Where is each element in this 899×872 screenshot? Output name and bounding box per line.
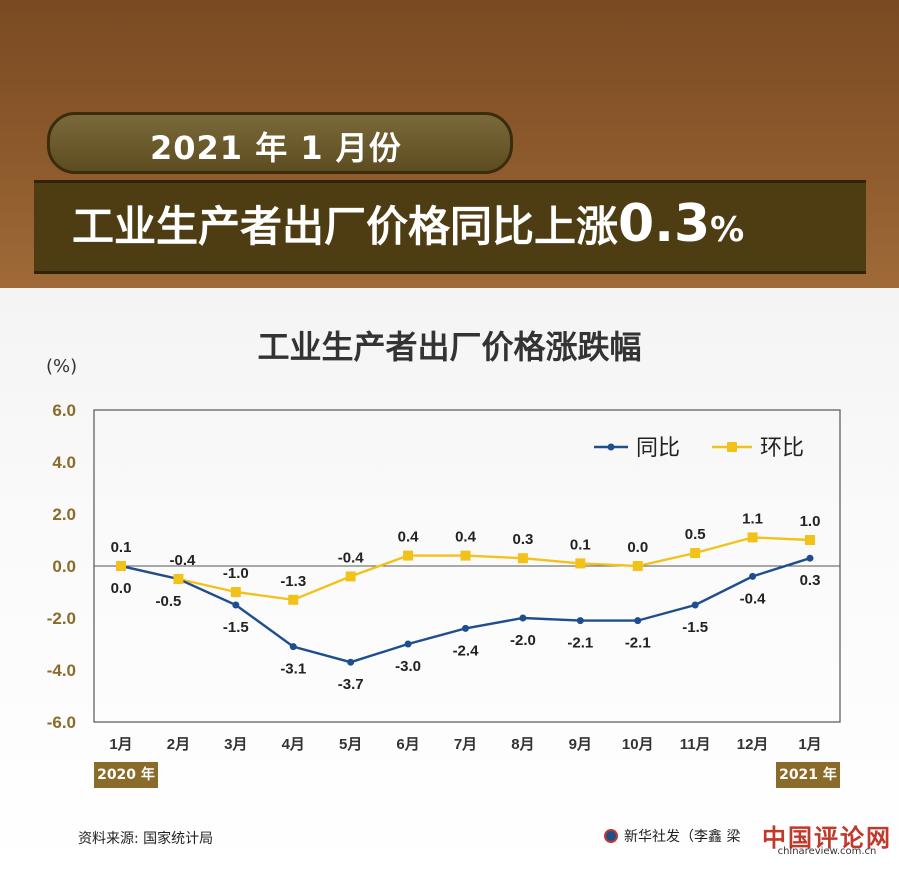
chart-title: 工业生产者出厂价格涨跌幅 xyxy=(257,328,642,366)
mom-point xyxy=(805,535,815,545)
legend-marker-yoy xyxy=(607,443,615,451)
yoy-data-label: -1.5 xyxy=(223,619,249,636)
mom-point xyxy=(690,548,701,558)
yoy-data-label: -2.4 xyxy=(453,642,480,659)
mom-data-label: 1.0 xyxy=(800,513,821,530)
headline-band xyxy=(34,180,866,274)
x-tick-label: 1月 xyxy=(109,736,132,753)
x-tick-label: 8月 xyxy=(511,736,534,753)
period-title: 2021 年 1 月份 xyxy=(150,129,402,167)
yoy-point xyxy=(691,601,699,609)
yoy-data-label: -2.0 xyxy=(510,632,536,649)
yoy-point xyxy=(347,658,355,666)
yoy-point xyxy=(749,572,757,580)
yoy-data-label: -0.4 xyxy=(740,590,767,607)
x-tick-label: 1月 xyxy=(798,736,821,753)
y-tick-label: -2.0 xyxy=(47,609,76,628)
credit-text: 新华社发（李鑫 梁 xyxy=(624,829,741,845)
xinhua-logo-icon xyxy=(604,829,618,843)
y-tick-label: 6.0 xyxy=(52,401,76,420)
legend-label-mom: 环比 xyxy=(760,435,804,460)
yoy-point xyxy=(232,601,240,609)
mom-point xyxy=(517,553,528,564)
x-tick-label: 2月 xyxy=(167,736,190,753)
headline-value: 0.3 xyxy=(618,194,711,254)
mom-point xyxy=(632,561,643,571)
x-tick-label: 12月 xyxy=(737,736,769,753)
mom-point xyxy=(747,532,758,543)
x-tick-label: 4月 xyxy=(282,736,305,753)
yoy-point xyxy=(634,617,642,625)
mom-data-label: 0.4 xyxy=(398,529,420,546)
mom-data-label: -0.4 xyxy=(169,552,196,569)
mom-point xyxy=(116,561,126,571)
yoy-data-label: -3.0 xyxy=(395,658,421,675)
mom-data-label: 0.5 xyxy=(685,526,706,543)
legend-marker-mom xyxy=(727,442,737,452)
year-label-2021: 2021 年 xyxy=(776,762,840,788)
yoy-data-label: -2.1 xyxy=(625,635,651,652)
yoy-point xyxy=(576,617,584,625)
data-source: 资料来源: 国家统计局 xyxy=(78,831,214,847)
mom-data-label: -1.0 xyxy=(223,565,249,582)
mom-data-label: 1.1 xyxy=(742,510,763,527)
x-tick-label: 9月 xyxy=(569,736,592,753)
x-tick-label: 5月 xyxy=(339,736,362,753)
yoy-data-label: -2.1 xyxy=(567,635,593,652)
legend-label-yoy: 同比 xyxy=(636,435,680,460)
period-pill xyxy=(47,112,513,174)
mom-point xyxy=(230,587,241,597)
yoy-data-label: -1.5 xyxy=(682,619,708,636)
mom-point xyxy=(460,550,471,561)
yoy-point xyxy=(289,643,297,651)
headline-unit: % xyxy=(710,210,745,250)
watermark-url: chinareview.com.cn xyxy=(777,846,877,857)
x-tick-label: 11月 xyxy=(680,736,711,753)
headline-text: 工业生产者出厂价格同比上涨 xyxy=(72,202,619,251)
yoy-point xyxy=(519,614,527,622)
mom-point xyxy=(403,550,414,561)
yoy-data-label: -3.1 xyxy=(280,661,306,678)
yoy-point xyxy=(462,624,469,632)
yoy-data-label: -3.7 xyxy=(338,676,364,693)
yoy-data-label: -0.5 xyxy=(155,593,181,610)
mom-point xyxy=(575,558,586,569)
x-tick-label: 10月 xyxy=(622,736,654,753)
x-tick-label: 7月 xyxy=(454,736,477,753)
y-tick-label: -4.0 xyxy=(47,661,76,680)
mom-data-label: 0.1 xyxy=(570,536,591,553)
yoy-point xyxy=(806,554,814,562)
credit-line: 新华社发（李鑫 梁 xyxy=(604,826,740,846)
headline: 工业生产者出厂价格同比上涨0.3% xyxy=(72,193,744,254)
y-tick-label: 4.0 xyxy=(52,453,76,472)
mom-point xyxy=(345,571,356,582)
y-tick-label: 2.0 xyxy=(52,505,76,524)
mom-data-label: -1.3 xyxy=(280,573,306,590)
watermark: 中国评论网 chinareview.com.cn xyxy=(762,818,892,862)
x-tick-label: 3月 xyxy=(224,736,247,753)
mom-point xyxy=(288,594,299,605)
watermark-text: 中国评论网 xyxy=(762,824,892,852)
mom-data-label: 0.1 xyxy=(111,539,132,556)
x-tick-label: 6月 xyxy=(396,736,419,753)
yoy-data-label: 0.3 xyxy=(800,572,821,589)
yoy-point xyxy=(404,640,412,648)
y-tick-label: 0.0 xyxy=(52,557,76,576)
year-label-2020: 2020 年 xyxy=(94,762,158,788)
mom-data-label: -0.4 xyxy=(338,549,365,566)
mom-data-label: 0.3 xyxy=(512,531,533,548)
mom-data-label: 0.4 xyxy=(455,529,477,546)
y-axis-unit-label: (%) xyxy=(46,356,78,377)
mom-data-label: 0.0 xyxy=(627,539,648,556)
mom-point xyxy=(173,574,184,584)
y-tick-label: -6.0 xyxy=(47,713,76,732)
yoy-data-label: 0.0 xyxy=(111,580,132,597)
